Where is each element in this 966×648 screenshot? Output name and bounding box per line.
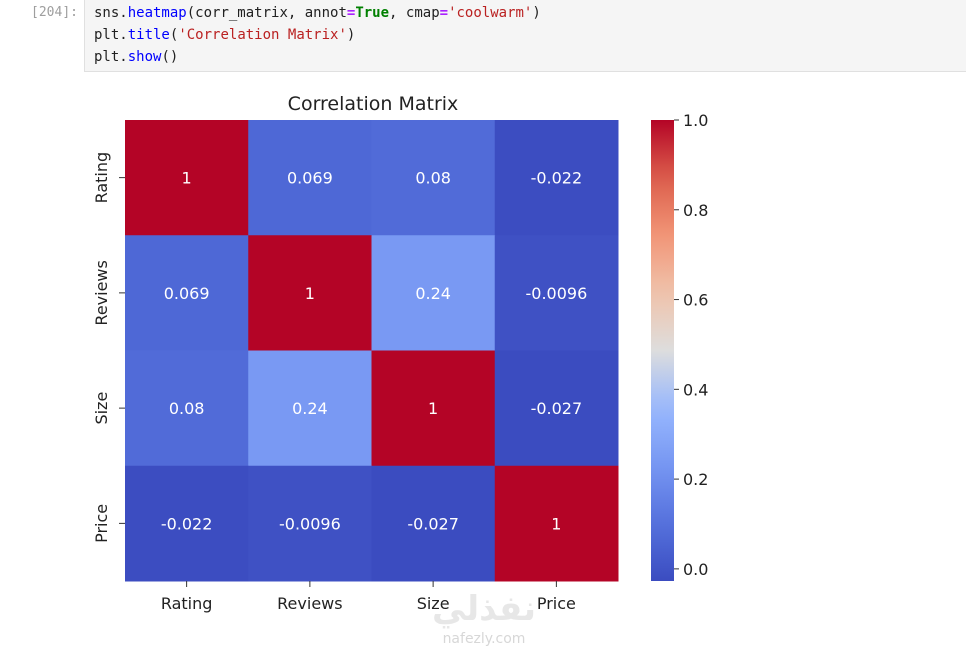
code-cell[interactable]: sns.heatmap(corr_matrix, annot=True, cma… <box>84 0 966 72</box>
cell-annotation: 0.069 <box>287 169 333 188</box>
colorbar-tick-label: 0.4 <box>683 380 708 399</box>
cell-annotation: -0.022 <box>161 514 213 533</box>
cell-annotation: -0.0096 <box>525 284 587 303</box>
x-tick-label: Rating <box>161 594 213 613</box>
y-tick-label: Rating <box>92 152 111 204</box>
x-tick-label: Reviews <box>277 594 342 613</box>
heatmap-cell <box>371 465 496 582</box>
heatmap-cell <box>248 235 372 351</box>
colorbar <box>651 120 674 581</box>
heatmap-cell <box>371 235 496 351</box>
heatmap-cell <box>248 120 372 236</box>
heatmap-chart: Correlation Matrix 1 0.069 0.08 -0.022 0.069… <box>92 93 708 647</box>
cell-annotation: -0.0096 <box>279 514 341 533</box>
code-line-2: plt.title('Correlation Matrix') <box>94 27 356 43</box>
colorbar-tick-label: 1.0 <box>683 111 708 130</box>
chart-title: Correlation Matrix <box>288 93 459 115</box>
heatmap-cell <box>371 350 496 467</box>
cell-annotation: -0.027 <box>407 514 459 533</box>
cell-annotation: 1 <box>305 284 315 303</box>
heatmap-cell <box>371 120 496 236</box>
y-tick-label: Size <box>92 392 111 425</box>
colorbar-tick-label: 0.6 <box>683 291 708 310</box>
cell-annotation: 1 <box>182 169 192 188</box>
code-line-1: sns.heatmap(corr_matrix, annot=True, cma… <box>94 5 541 21</box>
x-tick-label: Price <box>537 594 576 613</box>
watermark-url: nafezly.com <box>443 631 526 647</box>
heatmap-cell <box>248 465 372 582</box>
cell-prompt: [204]: <box>31 5 78 20</box>
cell-annotation: 0.08 <box>415 169 451 188</box>
heatmap-cell <box>494 350 619 467</box>
cell-annotation: -0.027 <box>531 399 583 418</box>
heatmap-cell <box>494 120 619 236</box>
x-tick-label: Size <box>417 594 450 613</box>
code-line-3: plt.show() <box>94 49 179 65</box>
y-tick-label: Reviews <box>92 260 111 325</box>
heatmap-cell <box>125 120 249 236</box>
watermark-logo: نفذلي <box>432 589 536 629</box>
heatmap-cell <box>125 465 249 582</box>
heatmap-cell <box>125 235 249 351</box>
cell-annotation: 0.069 <box>164 284 210 303</box>
cell-annotation: 1 <box>551 514 561 533</box>
heatmap-cell <box>248 350 372 467</box>
heatmap-cell <box>494 465 619 582</box>
heatmap-cell <box>494 235 619 351</box>
cell-annotation: 0.24 <box>415 284 451 303</box>
cell-annotation: 1 <box>428 399 438 418</box>
y-tick-label: Price <box>92 504 111 543</box>
cell-annotation: 0.24 <box>292 399 328 418</box>
heatmap-cell <box>125 350 249 467</box>
cell-annotation: 0.08 <box>169 399 205 418</box>
colorbar-tick-label: 0.2 <box>683 470 708 489</box>
colorbar-tick-label: 0.0 <box>683 560 708 579</box>
cell-annotation: -0.022 <box>531 169 583 188</box>
colorbar-tick-label: 0.8 <box>683 201 708 220</box>
